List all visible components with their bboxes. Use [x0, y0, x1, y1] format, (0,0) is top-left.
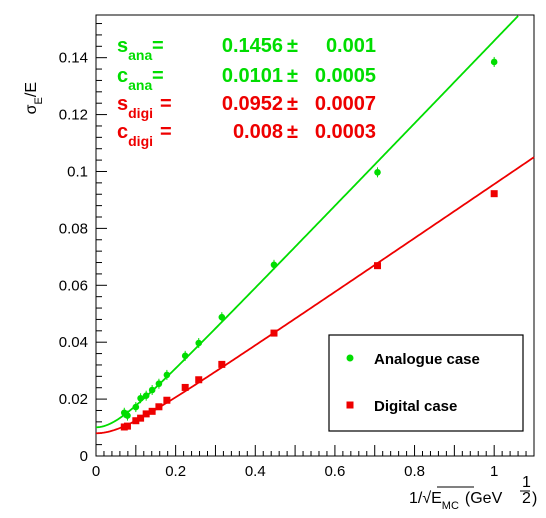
digital-data-point: [132, 417, 140, 425]
tick-labels: 0 0.2 0.4 0.6 0.8 1 0 0.02 0.04 0.06 0.08 0.1 0.12 0.…: [59, 50, 499, 480]
fit-param-symbol: s: [117, 93, 128, 115]
fit-param-label: cdigi: [117, 121, 153, 149]
legend-box: [328, 334, 524, 432]
x-tick-label: 0.6: [324, 463, 345, 480]
x-tick-label: 0: [92, 463, 100, 480]
digital-data-point: [374, 262, 382, 270]
x-tick-label: 0.4: [245, 463, 266, 480]
fit-param-label: cana: [117, 65, 152, 93]
x-title-pre: 1/√: [409, 490, 431, 507]
fit-param-error: 0.0007: [315, 93, 376, 115]
fit-param-symbol: c: [117, 121, 128, 143]
digital-data-point: [142, 410, 150, 418]
axis-ticks: [95, 23, 535, 457]
x-title-e: E: [431, 490, 442, 507]
x-title-exp-num: 1: [522, 474, 531, 491]
x-tick-label: 0.2: [165, 463, 186, 480]
digital-data-point: [148, 407, 156, 415]
analogue-data-point: [181, 352, 189, 360]
analogue-data-point: [132, 403, 140, 411]
fit-param-equals: =: [160, 93, 172, 115]
digital-data-point: [163, 396, 171, 404]
fit-param-label: sdigi: [117, 93, 153, 121]
fit-param-label: sana: [117, 35, 152, 63]
digital-data-point: [181, 383, 189, 391]
digital-data-point: [195, 376, 203, 384]
fit-param-symbol: c: [117, 65, 128, 87]
y-tick-label: 0.14: [59, 50, 88, 67]
fit-param-symbol: s: [117, 35, 128, 57]
fit-param-subscript: digi: [128, 105, 153, 121]
fit-param-subscript: ana: [128, 77, 152, 93]
fit-param-equals: =: [152, 65, 164, 87]
legend-marker-digital: [346, 401, 354, 409]
digital-data-point: [155, 403, 163, 411]
analogue-data-point: [148, 386, 156, 394]
analogue-data-point: [270, 261, 278, 269]
fit-param-equals: =: [160, 121, 172, 143]
y-tick-label: 0: [80, 448, 88, 465]
analogue-data-point: [137, 394, 144, 402]
x-title-sub: MC: [442, 500, 459, 512]
fit-param-value: 0.0952: [222, 93, 283, 115]
fit-param-plusminus: ±: [287, 121, 298, 143]
y-tick-label: 0.04: [59, 334, 88, 351]
fit-param-plusminus: ±: [287, 93, 298, 115]
y-tick-label: 0.02: [59, 391, 88, 408]
y-title-rest: /E: [23, 82, 40, 97]
fit-param-equals: =: [152, 35, 164, 57]
analogue-data-point: [155, 380, 163, 388]
fit-param-subscript: ana: [128, 47, 152, 63]
y-tick-label: 0.06: [59, 277, 88, 294]
fit-param-value: 0.008: [233, 121, 283, 143]
analogue-data-point: [490, 58, 498, 66]
fit-param-value: 0.1456: [222, 35, 283, 57]
fit-param-error: 0.0005: [315, 65, 376, 87]
analogue-data-point: [124, 412, 131, 419]
analogue-data-point: [142, 392, 150, 399]
x-title-exp-den: 2: [522, 490, 531, 507]
analogue-data-point: [374, 169, 381, 176]
legend-marker-analogue: [346, 354, 354, 362]
y-tick-label: 0.12: [59, 107, 88, 124]
y-tick-label: 0.1: [67, 163, 88, 180]
x-tick-label: 1: [490, 463, 498, 480]
fit-param-value: 0.0101: [222, 65, 283, 87]
y-tick-label: 0.08: [59, 220, 88, 237]
data-points: [120, 56, 498, 431]
digital-data-point: [123, 422, 131, 430]
fit-param-plusminus: ±: [287, 35, 298, 57]
y-title-sigma: σ: [23, 104, 40, 114]
x-title-close: ): [532, 490, 537, 507]
fit-param-error: 0.0003: [315, 121, 376, 143]
x-axis-title: 1/√EMC (GeV: [409, 490, 503, 512]
digital-data-point: [490, 190, 498, 198]
analogue-data-point: [163, 371, 171, 379]
digital-data-point: [270, 329, 278, 337]
x-tick-label: 0.8: [404, 463, 425, 480]
x-title-unit: (GeV: [465, 490, 503, 507]
fit-param-error: 0.001: [326, 35, 376, 57]
fit-param-subscript: digi: [128, 133, 153, 149]
legend: Analogue case Digital case: [346, 351, 480, 415]
legend-label: Digital case: [374, 398, 457, 415]
y-title-sub: E: [33, 97, 45, 104]
legend-label: Analogue case: [374, 351, 480, 368]
digital-data-point: [218, 360, 226, 368]
digital-data-point: [137, 414, 145, 422]
analogue-data-point: [218, 313, 226, 321]
fit-param-plusminus: ±: [287, 65, 298, 87]
analogue-data-point: [195, 339, 203, 347]
y-axis-title: σE/E: [23, 82, 45, 114]
